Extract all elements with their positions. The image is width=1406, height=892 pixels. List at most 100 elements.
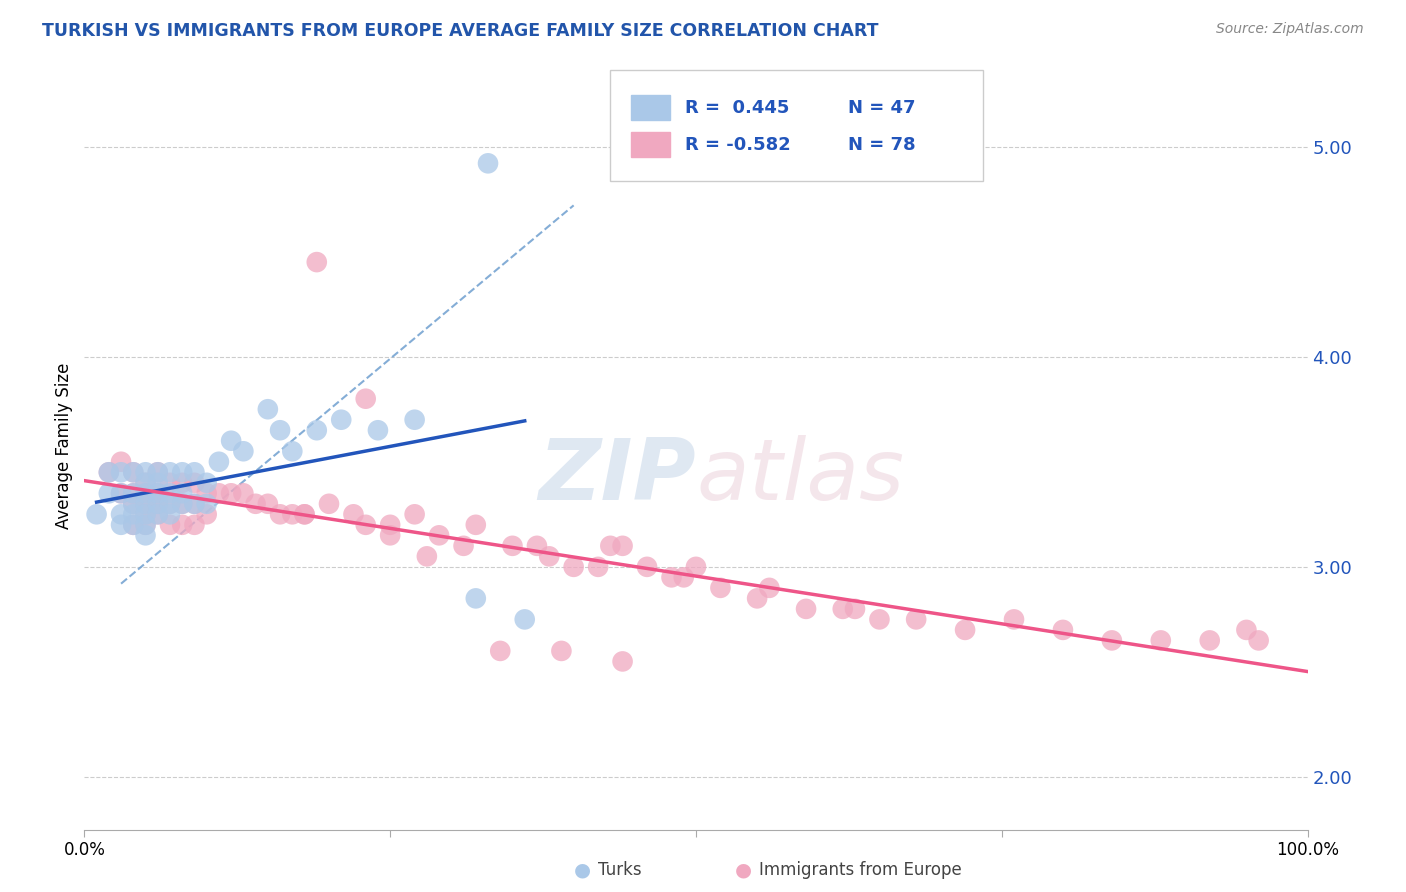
- Point: [183, 497, 205, 511]
- Point: [354, 392, 377, 406]
- Point: [294, 508, 316, 522]
- Point: [159, 508, 181, 522]
- Point: [831, 602, 853, 616]
- Point: [110, 486, 132, 500]
- Text: atlas: atlas: [696, 435, 904, 518]
- Point: [183, 497, 205, 511]
- Point: [135, 497, 157, 511]
- Point: [135, 517, 157, 532]
- Point: [97, 465, 120, 479]
- Point: [281, 508, 304, 522]
- Point: [135, 465, 157, 479]
- Point: [195, 475, 218, 490]
- Point: [1150, 633, 1173, 648]
- Point: [122, 497, 145, 511]
- Bar: [631, 132, 671, 157]
- Point: [1198, 633, 1220, 648]
- Point: [159, 475, 181, 490]
- Point: [844, 602, 866, 616]
- Point: [110, 508, 132, 522]
- Point: [146, 497, 169, 511]
- Point: [869, 612, 891, 626]
- Point: [477, 156, 499, 170]
- Point: [464, 517, 486, 532]
- Y-axis label: Average Family Size: Average Family Size: [55, 363, 73, 529]
- Point: [269, 508, 291, 522]
- Point: [281, 444, 304, 458]
- Point: [122, 508, 145, 522]
- Point: [672, 570, 695, 584]
- Point: [599, 539, 621, 553]
- Point: [953, 623, 976, 637]
- Point: [586, 559, 609, 574]
- Point: [110, 455, 132, 469]
- Point: [183, 465, 205, 479]
- Point: [135, 486, 157, 500]
- Point: [489, 644, 512, 658]
- Point: [135, 508, 157, 522]
- Point: [122, 465, 145, 479]
- Point: [172, 517, 194, 532]
- Point: [305, 423, 328, 437]
- Point: [86, 508, 108, 522]
- Point: [208, 486, 231, 500]
- Text: R = -0.582: R = -0.582: [685, 136, 790, 153]
- Point: [159, 486, 181, 500]
- Point: [183, 517, 205, 532]
- Point: [159, 517, 181, 532]
- Point: [330, 413, 353, 427]
- Point: [146, 465, 169, 479]
- Point: [135, 475, 157, 490]
- Point: [257, 497, 280, 511]
- Point: [146, 486, 169, 500]
- Point: [526, 539, 548, 553]
- Point: [758, 581, 780, 595]
- Point: [135, 508, 157, 522]
- Point: [146, 475, 169, 490]
- Point: [135, 486, 157, 500]
- Point: [122, 497, 145, 511]
- Point: [135, 497, 157, 511]
- Point: [294, 508, 316, 522]
- Point: [354, 517, 377, 532]
- Point: [208, 455, 231, 469]
- Point: [146, 465, 169, 479]
- Point: [172, 486, 194, 500]
- Point: [146, 508, 169, 522]
- Point: [380, 517, 402, 532]
- Text: TURKISH VS IMMIGRANTS FROM EUROPE AVERAGE FAMILY SIZE CORRELATION CHART: TURKISH VS IMMIGRANTS FROM EUROPE AVERAG…: [42, 22, 879, 40]
- Point: [661, 570, 683, 584]
- Point: [404, 413, 426, 427]
- FancyBboxPatch shape: [610, 70, 983, 181]
- Point: [1002, 612, 1025, 626]
- Point: [305, 255, 328, 269]
- Point: [269, 423, 291, 437]
- Point: [97, 465, 120, 479]
- Point: [232, 444, 254, 458]
- Point: [538, 549, 561, 564]
- Point: [110, 486, 132, 500]
- Point: [135, 517, 157, 532]
- Point: [502, 539, 524, 553]
- Point: [195, 508, 218, 522]
- Point: [172, 497, 194, 511]
- Text: R =  0.445: R = 0.445: [685, 99, 789, 117]
- Point: [1052, 623, 1074, 637]
- Point: [636, 559, 658, 574]
- Point: [794, 602, 817, 616]
- Point: [612, 655, 634, 669]
- Point: [318, 497, 340, 511]
- Point: [219, 486, 242, 500]
- Point: [122, 517, 145, 532]
- Point: [1236, 623, 1258, 637]
- Point: [122, 465, 145, 479]
- Point: [135, 475, 157, 490]
- Text: ●: ●: [574, 860, 591, 880]
- Point: [97, 486, 120, 500]
- Point: [416, 549, 439, 564]
- Point: [380, 528, 402, 542]
- Point: [550, 644, 572, 658]
- Point: [513, 612, 536, 626]
- Point: [172, 475, 194, 490]
- Point: [427, 528, 450, 542]
